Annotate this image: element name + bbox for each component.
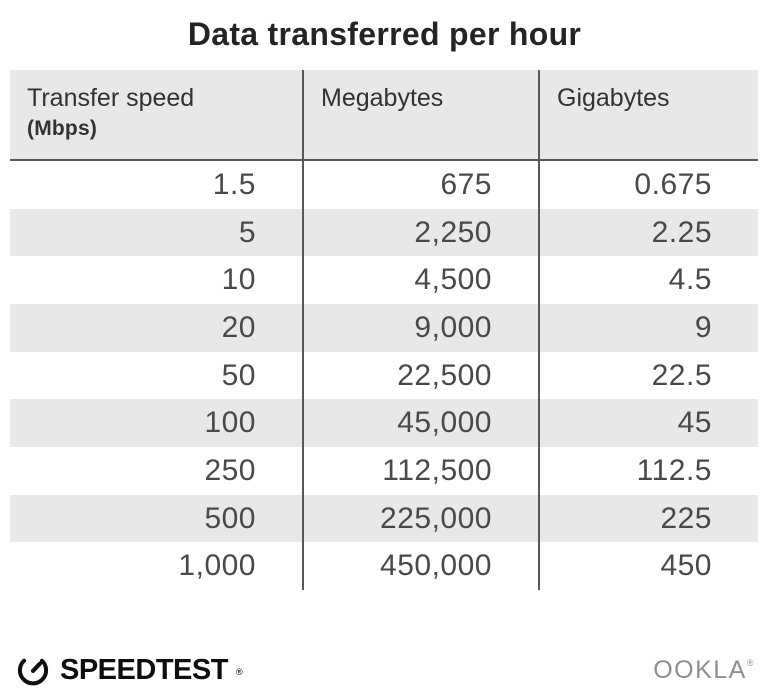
cell-megabytes: 9,000 bbox=[302, 303, 538, 352]
cell-megabytes: 4,500 bbox=[302, 256, 538, 304]
cell-gigabytes: 22.5 bbox=[538, 351, 758, 400]
registered-trademark-icon: ® bbox=[746, 657, 755, 668]
cell-speed: 250 bbox=[204, 453, 256, 487]
table-row: 250 112,500 112.5 bbox=[10, 446, 758, 495]
cell-megabytes: 2,250 bbox=[302, 208, 538, 257]
cell-gigabytes: 450 bbox=[538, 542, 758, 590]
cell-gigabytes: 45 bbox=[538, 399, 758, 447]
cell-megabytes: 675 bbox=[302, 161, 538, 209]
page-title: Data transferred per hour bbox=[187, 16, 582, 52]
table-row: 1,000 450,000 450 bbox=[10, 542, 758, 590]
footer: SPEEDTEST ® OOKLA® bbox=[14, 649, 755, 691]
cell-megabytes: 45,000 bbox=[302, 399, 538, 447]
cell-megabytes: 112,500 bbox=[302, 446, 538, 495]
cell-speed: 1,000 bbox=[178, 549, 256, 583]
table-header-row: Transfer speed (Mbps) Megabytes Gigabyte… bbox=[10, 70, 758, 161]
table-row: 5 2,250 2.25 bbox=[10, 208, 758, 257]
cell-megabytes: 22,500 bbox=[302, 351, 538, 400]
cell-gigabytes: 225 bbox=[538, 494, 758, 543]
table-row: 500 225,000 225 bbox=[10, 494, 758, 543]
table-row: 50 22,500 22.5 bbox=[10, 351, 758, 400]
cell-megabytes: 450,000 bbox=[302, 542, 538, 590]
cell-speed: 1.5 bbox=[212, 168, 256, 201]
column-header-label: Transfer speed bbox=[27, 84, 195, 112]
table-row: 1.5 675 0.675 bbox=[10, 161, 758, 209]
speedtest-gauge-icon bbox=[17, 658, 49, 686]
column-header-gigabytes: Gigabytes bbox=[538, 70, 758, 159]
cell-gigabytes: 4.5 bbox=[538, 256, 758, 304]
cell-gigabytes: 2.25 bbox=[538, 208, 758, 257]
cell-speed: 20 bbox=[221, 310, 256, 344]
cell-gigabytes: 0.675 bbox=[538, 161, 758, 209]
column-header-unit: (Mbps) bbox=[27, 116, 98, 140]
cell-speed: 5 bbox=[238, 215, 256, 249]
cell-gigabytes: 9 bbox=[538, 303, 758, 352]
cell-speed: 100 bbox=[204, 406, 256, 440]
cell-megabytes: 225,000 bbox=[302, 494, 538, 543]
cell-speed: 10 bbox=[221, 263, 256, 297]
cell-speed: 500 bbox=[204, 501, 256, 535]
registered-trademark-icon: ® bbox=[235, 667, 243, 677]
column-header-transfer-speed: Transfer speed (Mbps) bbox=[10, 70, 302, 159]
cell-speed: 50 bbox=[221, 358, 256, 392]
speedtest-wordmark: SPEEDTEST bbox=[60, 653, 228, 686]
speedtest-logo: SPEEDTEST ® bbox=[14, 651, 243, 689]
column-header-label: Gigabytes bbox=[557, 84, 670, 112]
ookla-wordmark: OOKLA bbox=[653, 655, 747, 684]
table-row: 10 4,500 4.5 bbox=[10, 256, 758, 304]
column-header-label: Megabytes bbox=[321, 84, 444, 112]
ookla-logo: OOKLA® bbox=[653, 656, 755, 685]
cell-gigabytes: 112.5 bbox=[538, 446, 758, 495]
data-table: Transfer speed (Mbps) Megabytes Gigabyte… bbox=[10, 70, 758, 590]
table-row: 100 45,000 45 bbox=[10, 399, 758, 447]
column-header-megabytes: Megabytes bbox=[302, 70, 538, 159]
table-row: 20 9,000 9 bbox=[10, 303, 758, 352]
